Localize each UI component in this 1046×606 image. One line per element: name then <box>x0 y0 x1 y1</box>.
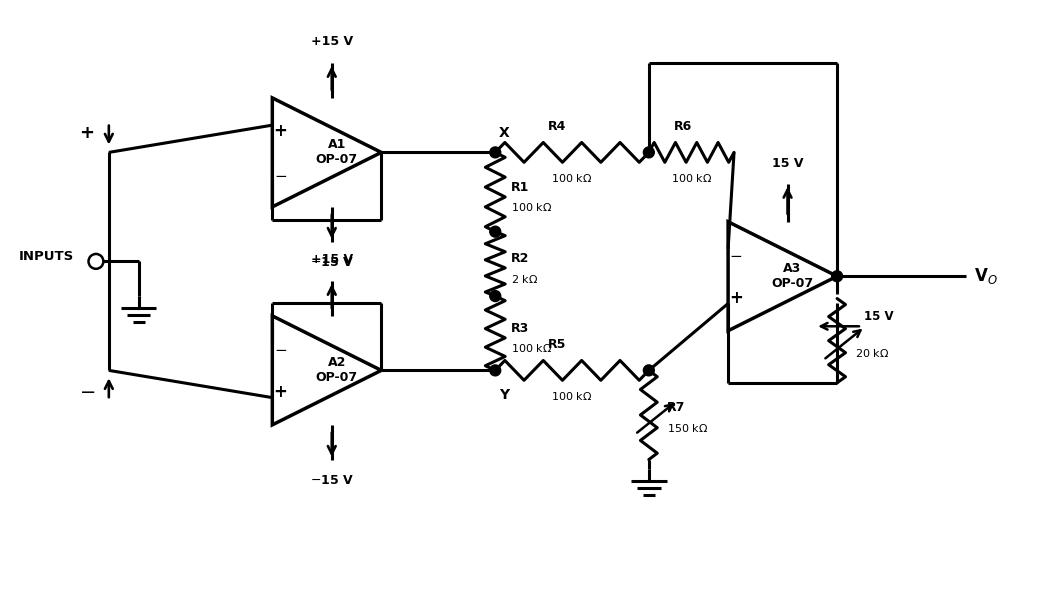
Text: R4: R4 <box>547 119 566 133</box>
Text: $-$15 V: $-$15 V <box>310 256 354 270</box>
Text: A2
OP-07: A2 OP-07 <box>316 356 358 384</box>
Circle shape <box>832 271 842 282</box>
Text: +: + <box>79 124 94 142</box>
Text: $-$: $-$ <box>729 247 743 262</box>
Text: +15 V: +15 V <box>311 35 353 48</box>
Circle shape <box>643 365 655 376</box>
Text: 20 k$\Omega$: 20 k$\Omega$ <box>855 347 889 359</box>
Text: V$_O$: V$_O$ <box>974 266 998 286</box>
Text: R5: R5 <box>547 338 566 350</box>
Text: $-$: $-$ <box>78 381 95 400</box>
Text: 100 k$\Omega$: 100 k$\Omega$ <box>511 201 552 213</box>
Text: $-$15 V: $-$15 V <box>310 474 354 487</box>
Text: +: + <box>273 122 288 139</box>
Text: 100 k$\Omega$: 100 k$\Omega$ <box>670 172 712 184</box>
Circle shape <box>490 147 501 158</box>
Text: 100 k$\Omega$: 100 k$\Omega$ <box>551 172 593 184</box>
Text: Y: Y <box>499 388 509 402</box>
Text: INPUTS: INPUTS <box>19 250 74 263</box>
Text: 15 V: 15 V <box>864 310 893 323</box>
Text: $-$: $-$ <box>274 167 287 182</box>
Circle shape <box>490 291 501 302</box>
Text: 150 k$\Omega$: 150 k$\Omega$ <box>666 422 708 435</box>
Circle shape <box>490 226 501 237</box>
Circle shape <box>643 147 655 158</box>
Text: X: X <box>499 125 510 139</box>
Text: 15 V: 15 V <box>772 157 803 170</box>
Text: 100 k$\Omega$: 100 k$\Omega$ <box>511 342 552 354</box>
Circle shape <box>490 365 501 376</box>
Text: R7: R7 <box>666 401 685 415</box>
Text: $-$: $-$ <box>274 341 287 356</box>
Text: R3: R3 <box>511 322 529 335</box>
Text: 2 k$\Omega$: 2 k$\Omega$ <box>511 273 539 285</box>
Text: A1
OP-07: A1 OP-07 <box>316 138 358 167</box>
Text: A3
OP-07: A3 OP-07 <box>772 262 814 290</box>
Text: R2: R2 <box>511 253 529 265</box>
Text: R1: R1 <box>511 181 529 193</box>
Text: +15 V: +15 V <box>311 253 353 267</box>
Text: 100 k$\Omega$: 100 k$\Omega$ <box>551 390 593 402</box>
Text: +: + <box>729 289 743 307</box>
Text: +: + <box>273 383 288 401</box>
Text: R6: R6 <box>674 119 692 133</box>
